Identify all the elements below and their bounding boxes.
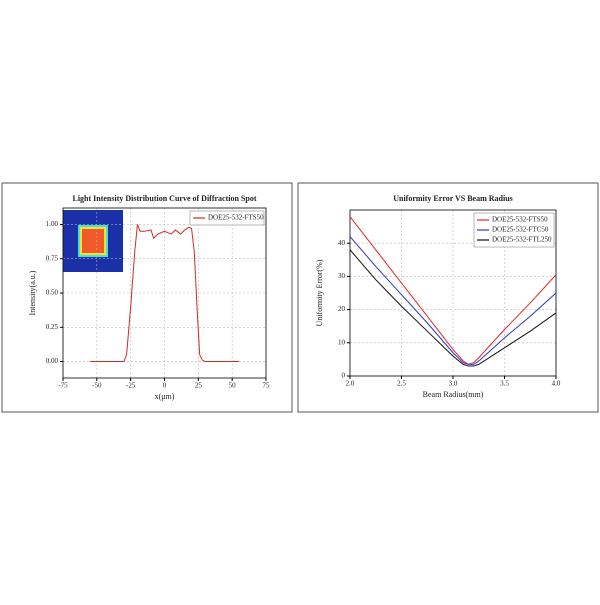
legend-box: [189, 210, 265, 226]
y-tick-label: 0.00: [46, 357, 59, 365]
y-axis-label: Uniformity Error(%): [315, 259, 324, 326]
panel-frame: [297, 182, 599, 413]
x-tick-label: 75: [263, 382, 271, 390]
x-tick-label: 50: [229, 382, 237, 390]
inset-image: [63, 210, 123, 272]
x-axis-label: Beam Radius(mm): [423, 390, 484, 399]
y-tick-label: 0: [342, 372, 346, 380]
series-line: [90, 224, 239, 363]
y-tick-label: 0.75: [46, 254, 59, 262]
legend-label: DOE25-532-FTS50: [208, 214, 264, 222]
legend-label: DOE25-532-FTL250: [492, 236, 552, 244]
y-tick-label: 0.50: [46, 289, 59, 297]
plot-frame: [62, 207, 267, 379]
y-axis-label: Intensity(a.u.): [28, 270, 37, 315]
y-tick-label: 0.25: [46, 323, 59, 331]
chart-title: Light Intensity Distribution Curve of Di…: [72, 194, 256, 203]
x-tick-label: -50: [92, 382, 102, 390]
x-tick-label: 2.0: [346, 380, 355, 388]
x-tick-label: -75: [58, 382, 68, 390]
chart-title: Uniformity Error VS Beam Radius: [393, 194, 513, 203]
series-line: [349, 216, 557, 365]
y-tick-label: 1.00: [46, 220, 59, 228]
legend-label: DOE25-532-FTS50: [492, 216, 548, 224]
x-tick-label: 2.5: [397, 380, 406, 388]
x-tick-label: 3.5: [500, 380, 509, 388]
y-tick-label: 40: [338, 239, 346, 247]
y-tick-label: 20: [338, 305, 346, 313]
x-tick-label: 3.0: [449, 380, 458, 388]
y-tick-label: 30: [338, 272, 346, 280]
series-line: [349, 249, 557, 367]
series-line: [349, 236, 557, 365]
x-tick-label: 25: [195, 382, 203, 390]
x-tick-label: 4.0: [552, 380, 561, 388]
x-tick-label: 0: [163, 382, 167, 390]
legend-label: DOE25-532-FTC50: [492, 226, 549, 234]
panel-frame: [1, 182, 293, 413]
x-tick-label: -25: [126, 382, 136, 390]
y-tick-label: 10: [338, 338, 346, 346]
x-axis-label: x(μm): [155, 392, 175, 401]
